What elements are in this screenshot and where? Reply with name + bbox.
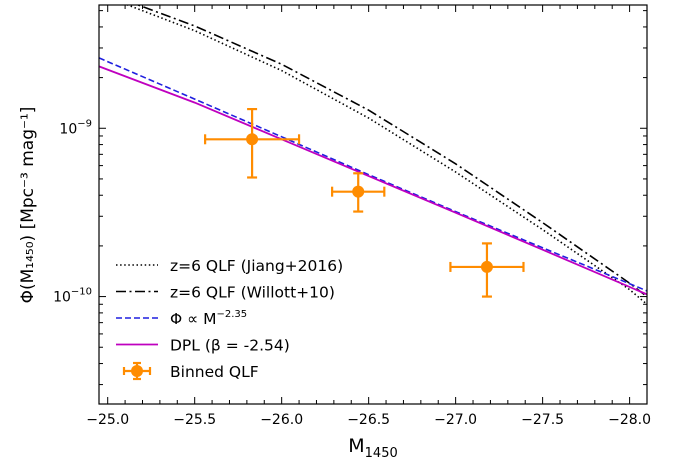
- y-tick-base: 10: [59, 121, 77, 137]
- binned-point-1: [204, 107, 301, 179]
- x-tick-label: −26.5: [347, 412, 390, 428]
- legend-item-2: z=6 QLF (Willott+10): [116, 284, 335, 302]
- x-tick-label: −27.0: [434, 412, 477, 428]
- legend-item-4: DPL (β = -2.54): [116, 337, 290, 355]
- x-axis-label-subscript: 1450: [365, 446, 398, 461]
- legend-label: Binned QLF: [170, 363, 259, 381]
- series-line-4: [99, 65, 647, 296]
- x-axis-label: M1450: [348, 435, 398, 461]
- legend-label-exponent: −2.35: [217, 309, 248, 320]
- x-tick-label: −27.5: [521, 412, 564, 428]
- legend: z=6 QLF (Jiang+2016) z=6 QLF (Willott+10)…: [116, 257, 343, 381]
- x-tick-label: −28.0: [608, 412, 651, 428]
- binned-point-2: [331, 172, 386, 213]
- y-axis-ticks: 10−910−10: [53, 10, 647, 386]
- x-axis-ticks: −25.0 −25.5 −26.0 −26.5 −27.0 −27.5 −28.0: [86, 5, 651, 428]
- series-line-3: [99, 57, 647, 292]
- legend-label-text: DPL (β = -2.54): [170, 337, 290, 355]
- series-layer: [99, 5, 647, 305]
- y-tick-label: 10−10: [53, 287, 92, 306]
- x-tick-label: −26.0: [260, 412, 303, 428]
- binned-point-marker: [480, 260, 493, 273]
- legend-label: z=6 QLF (Willott+10): [170, 284, 335, 302]
- series-line-1: [125, 5, 647, 305]
- binned-point-3: [449, 242, 525, 298]
- legend-label: z=6 QLF (Jiang+2016): [170, 257, 343, 275]
- legend-swatch-marker: [131, 365, 143, 377]
- series-line-2: [135, 5, 647, 298]
- y-tick-label: 10−9: [59, 118, 92, 137]
- x-axis-label-main: M: [348, 435, 364, 457]
- x-tick-label: −25.5: [173, 412, 216, 428]
- legend-label-text: z=6 QLF (Jiang+2016): [170, 257, 343, 275]
- plot-frame: [98, 4, 648, 405]
- legend-label: Φ ∝ M−2.35: [170, 309, 247, 328]
- legend-label-text: z=6 QLF (Willott+10): [170, 284, 335, 302]
- binned-points-layer: [204, 107, 525, 298]
- legend-label-text: Φ ∝ M: [170, 310, 217, 328]
- y-tick-exponent: −10: [71, 287, 92, 298]
- y-tick-base: 10: [53, 290, 71, 306]
- legend-item-1: z=6 QLF (Jiang+2016): [116, 257, 343, 275]
- y-tick-exponent: −9: [77, 118, 92, 129]
- legend-label-text: Binned QLF: [170, 363, 259, 381]
- y-axis-label: Φ(M₁₄₅₀) [Mpc⁻³ mag⁻¹]: [18, 107, 38, 304]
- legend-item-5: Binned QLF: [122, 361, 259, 381]
- x-tick-label: −25.0: [86, 412, 129, 428]
- binned-point-marker: [246, 133, 259, 146]
- legend-item-3: Φ ∝ M−2.35: [116, 309, 247, 328]
- binned-point-marker: [352, 185, 365, 198]
- legend-label: DPL (β = -2.54): [170, 337, 290, 355]
